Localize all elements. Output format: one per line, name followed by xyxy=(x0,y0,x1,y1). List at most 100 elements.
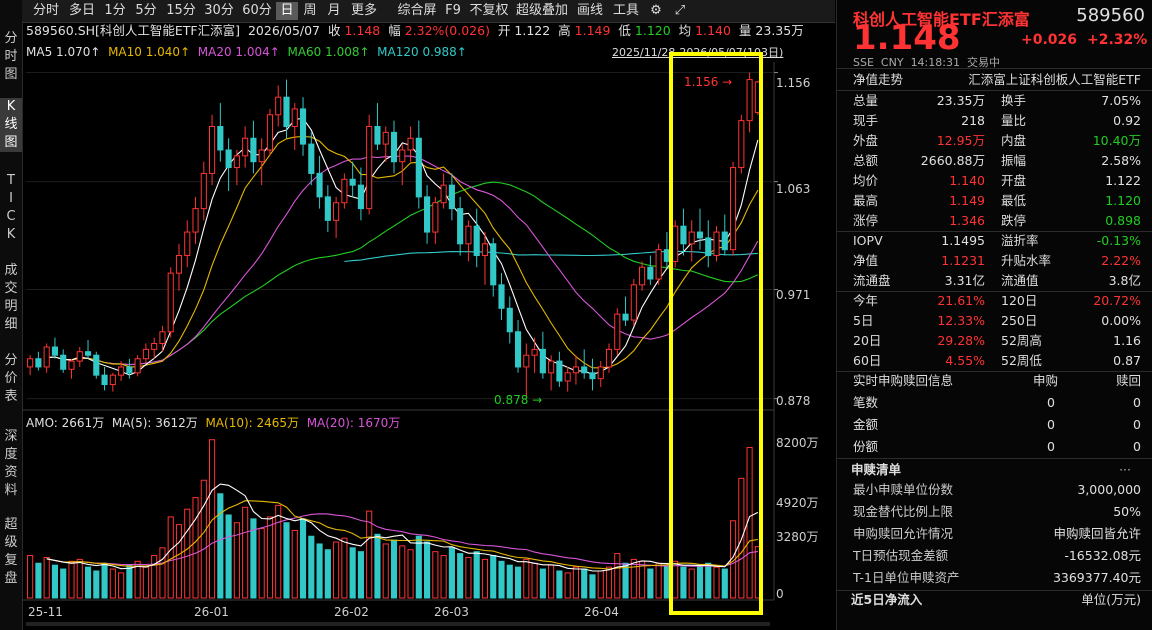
candle-body xyxy=(399,149,406,163)
volume-bar xyxy=(581,568,588,599)
gear-icon[interactable]: ⚙ xyxy=(650,3,662,18)
toolbar-item-16[interactable]: 工具 xyxy=(612,3,639,18)
candle-body xyxy=(217,126,224,151)
stat-value: 1.16 xyxy=(1113,333,1141,348)
ma10-legend: MA10 1.040↑ xyxy=(108,45,191,59)
stat-value: 23.35万 xyxy=(936,93,985,108)
candle-body xyxy=(324,196,331,221)
index-name: 汇添富上证科创板人工智能ETF xyxy=(968,72,1141,87)
tab-super-review[interactable]: 超级复盘 xyxy=(4,517,18,586)
list-cell: 3,000,000 xyxy=(1077,482,1141,497)
stat-label: 流通盘 xyxy=(853,273,891,288)
nav-trend-link[interactable]: 净值走势 xyxy=(853,72,904,87)
x-tick: 26-04 xyxy=(584,605,619,619)
close-label: 收 xyxy=(327,23,341,38)
stat-value: 0.898 xyxy=(1105,213,1141,228)
realtime-cell: 0 xyxy=(1047,417,1055,432)
toolbar-item-1[interactable]: 多日 xyxy=(68,3,95,18)
realtime-title: 实时申购赎回信息 xyxy=(853,373,954,388)
volume-bar xyxy=(399,545,406,599)
volume-bar xyxy=(672,560,679,599)
toolbar-item-11[interactable]: 综合屏 xyxy=(397,3,437,18)
candle-body xyxy=(109,374,116,386)
toolbar-item-7[interactable]: 日 xyxy=(276,2,298,20)
stat-label: IOPV xyxy=(853,233,883,248)
stat-label: 5日 xyxy=(853,313,874,328)
toolbar-item-13[interactable]: 不复权 xyxy=(469,3,509,18)
candle-body xyxy=(35,358,42,368)
volume-bar xyxy=(68,560,75,599)
stat-row: 5日 12.33% 250日 0.00% xyxy=(853,311,1141,331)
tab-price-table[interactable]: 分价表 xyxy=(4,353,18,404)
volume-bar xyxy=(424,541,431,599)
stat-label: 开盘 xyxy=(1001,173,1027,188)
candle-body xyxy=(738,120,745,169)
stat-value: 1.122 xyxy=(1105,173,1141,188)
volume-bar xyxy=(357,551,364,599)
toolbar-item-14[interactable]: 超级叠加 xyxy=(515,3,568,18)
toolbar-item-6[interactable]: 60分 xyxy=(242,3,272,18)
candle-body xyxy=(614,313,621,350)
fund-title: 科创人工智能ETF汇添富 xyxy=(853,10,1030,29)
volume-bar xyxy=(192,497,199,599)
volume-bar xyxy=(366,510,373,599)
stat-label: 换手 xyxy=(1001,93,1027,108)
volume-bar xyxy=(266,516,274,599)
toolbar-item-4[interactable]: 15分 xyxy=(166,3,196,18)
candle-body xyxy=(663,249,670,262)
candle-body xyxy=(688,231,695,245)
candle-body xyxy=(374,126,381,145)
volume-bar xyxy=(688,568,695,599)
nav-row[interactable]: 净值走势 汇添富上证科创板人工智能ETF xyxy=(853,70,1141,90)
candle-body xyxy=(68,360,75,370)
volume-bar xyxy=(159,547,166,599)
volume-bar xyxy=(680,566,687,599)
toolbar-item-2[interactable]: 1分 xyxy=(104,3,126,18)
volume-bar xyxy=(283,522,290,599)
change-value: 2.32%(0.026) xyxy=(404,23,490,38)
stat-row: 总量 23.35万 换手 7.05% xyxy=(853,91,1141,111)
ma120-line xyxy=(344,250,758,263)
candle-body xyxy=(729,167,737,251)
vol-tick: 4920万 xyxy=(776,496,819,510)
stat-value: -0.13% xyxy=(1096,233,1141,248)
more-dots-icon[interactable]: ··· xyxy=(1119,462,1131,477)
volume-bar xyxy=(572,566,579,599)
toolbar-item-0[interactable]: 分时 xyxy=(32,3,59,18)
kline-chart[interactable] xyxy=(0,0,836,630)
stat-value: 3.31亿 xyxy=(944,273,985,288)
ma5-legend: MA5 1.070↑ xyxy=(26,45,101,59)
tab-fenshi[interactable]: 分时图 xyxy=(4,31,18,82)
candle-body xyxy=(531,348,538,356)
candle-body xyxy=(60,354,67,370)
volume-bar xyxy=(614,553,621,599)
stat-row: IOPV 1.1495 溢折率 -0.13% xyxy=(853,231,1141,251)
candle-body xyxy=(275,96,282,116)
stat-value: 20.72% xyxy=(1093,293,1141,308)
toolbar-item-9[interactable]: 月 xyxy=(327,3,341,18)
tab-trade-detail[interactable]: 成交明细 xyxy=(4,263,18,332)
toolbar-item-3[interactable]: 5分 xyxy=(135,3,157,18)
toolbar-item-5[interactable]: 30分 xyxy=(204,3,234,18)
toolbar-item-15[interactable]: 画线 xyxy=(576,3,603,18)
toolbar-item-12[interactable]: F9 xyxy=(445,3,461,18)
stat-row: 今年 21.61% 120日 20.72% xyxy=(853,291,1141,311)
expand-icon[interactable]: ⤢ xyxy=(674,3,686,18)
toolbar-item-8[interactable]: 周 xyxy=(303,3,317,18)
change-amount: +0.026 xyxy=(1021,32,1078,48)
amo-ma5: MA(5): 3612万 xyxy=(111,416,198,430)
tab-depth-info[interactable]: 深度资料 xyxy=(4,429,18,498)
candle-body xyxy=(390,131,398,163)
stat-label: 250日 xyxy=(1001,313,1038,328)
vol-tick: 8200万 xyxy=(776,436,819,450)
volume-bar xyxy=(440,555,447,599)
volume-bar xyxy=(341,537,348,599)
y-tick: 1.156 xyxy=(776,76,811,90)
volume-bar xyxy=(630,558,637,599)
volume-bar xyxy=(605,566,613,599)
volume-bar xyxy=(531,562,538,599)
stat-label: 总额 xyxy=(853,153,879,168)
toolbar-item-10[interactable]: 更多 xyxy=(350,3,377,18)
